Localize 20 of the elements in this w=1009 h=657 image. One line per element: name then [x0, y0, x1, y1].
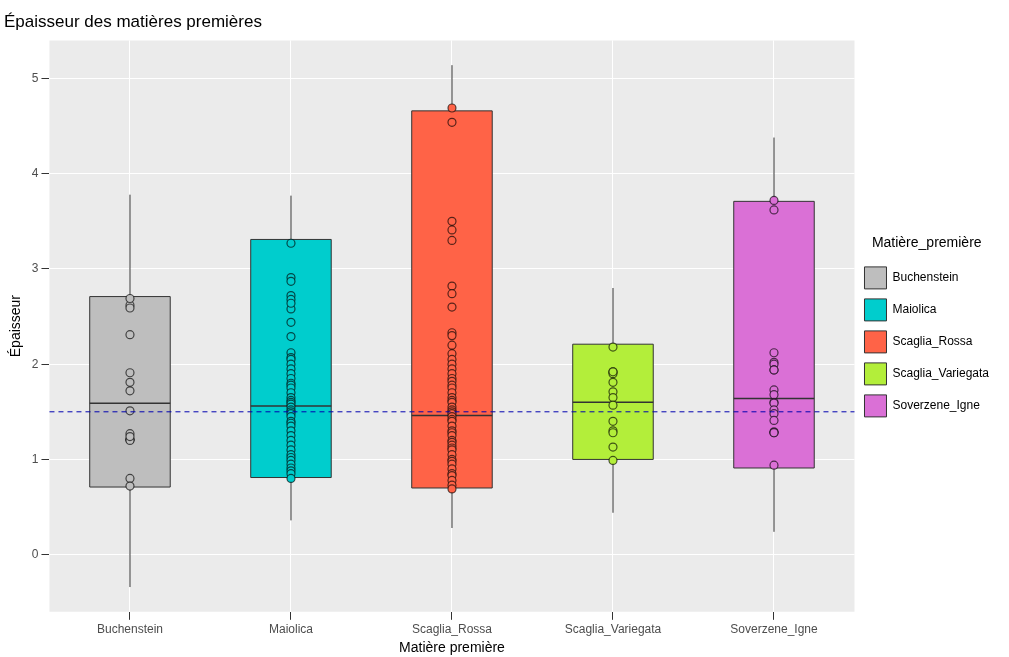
legend-label: Buchenstein — [892, 270, 959, 285]
y-tick-label: 3 — [31, 261, 39, 276]
x-tick-label: Buchenstein — [96, 622, 163, 637]
chart-title: Épaisseur des matières premières — [4, 11, 262, 31]
y-tick-label: 2 — [31, 356, 39, 371]
y-tick-label: 0 — [31, 546, 39, 561]
legend-label: Scaglia_Rossa — [892, 334, 973, 349]
x-tick-label: Maiolica — [268, 622, 314, 637]
y-tick-label: 5 — [31, 70, 39, 85]
y-axis-title: Épaisseur — [7, 294, 24, 358]
x-axis-title: Matière première — [399, 639, 506, 656]
y-tick-label: 1 — [31, 451, 39, 466]
legend-label: Maiolica — [892, 302, 937, 317]
x-tick-label: Soverzene_Igne — [730, 622, 819, 637]
x-tick-label: Scaglia_Rossa — [411, 622, 493, 637]
legend-label: Soverzene_Igne — [892, 398, 981, 413]
legend-label: Scaglia_Variegata — [892, 366, 990, 381]
x-tick-label: Scaglia_Variegata — [564, 622, 662, 637]
y-tick-label: 4 — [31, 166, 39, 181]
legend-title: Matière_première — [871, 233, 982, 250]
